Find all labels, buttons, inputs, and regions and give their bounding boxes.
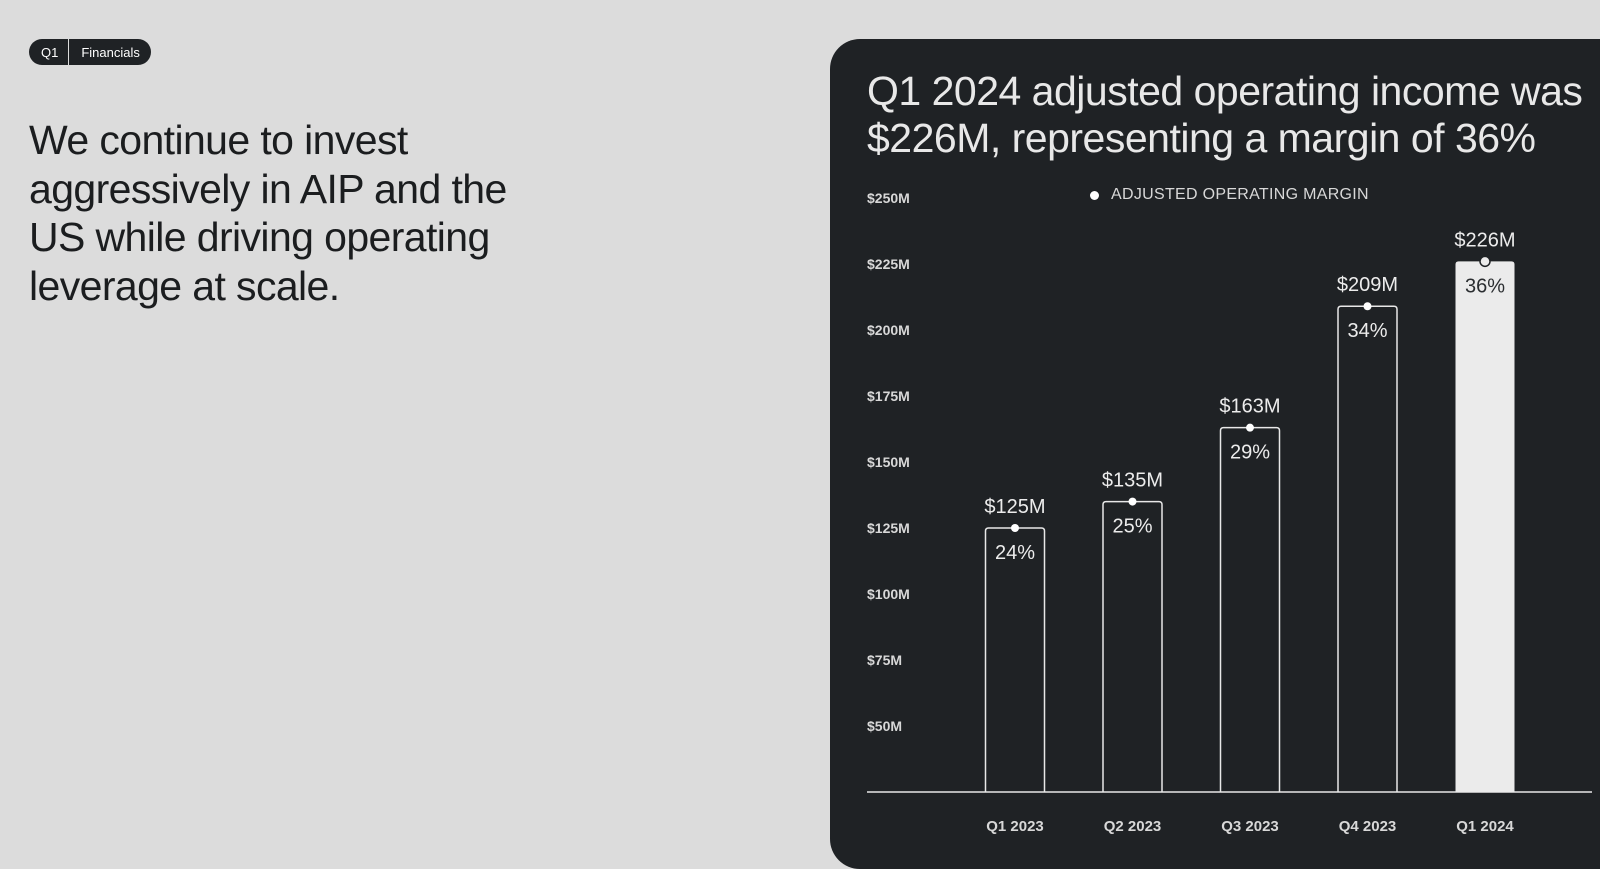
chart-legend: ADJUSTED OPERATING MARGIN <box>1090 185 1369 205</box>
tag-quarter: Q1 <box>29 39 70 65</box>
section-tag: Q1 Financials <box>29 39 151 65</box>
y-tick-label: $200M <box>867 322 910 338</box>
bar <box>1219 426 1281 792</box>
x-tick-label: Q2 2023 <box>1104 818 1162 835</box>
margin-marker-icon <box>1479 255 1491 268</box>
bar-value-label: $209M <box>1337 274 1398 296</box>
y-tick-label: $250M <box>867 190 910 206</box>
x-tick-label: Q3 2023 <box>1221 818 1279 835</box>
y-tick-label: $100M <box>867 586 910 602</box>
x-tick-label: Q1 2023 <box>986 818 1044 835</box>
legend-label: ADJUSTED OPERATING MARGIN <box>1111 186 1369 203</box>
bar-value-label: $125M <box>984 496 1045 518</box>
margin-label: 34% <box>1347 320 1387 342</box>
bar-chart: $50M $75M $100M $125M $150M $175M $200M $225M $2… <box>867 190 1592 835</box>
x-tick-label: Q1 2024 <box>1456 818 1514 835</box>
margin-label: 24% <box>995 542 1035 564</box>
y-tick-label: $50M <box>867 718 902 734</box>
bar-value-label: $226M <box>1454 229 1515 251</box>
y-tick-label: $225M <box>867 256 910 272</box>
margin-marker-icon <box>1128 497 1137 506</box>
bar <box>984 527 1046 792</box>
bar-value-label: $135M <box>1102 470 1163 492</box>
margin-label: 36% <box>1465 275 1505 297</box>
margin-marker-icon <box>1363 302 1372 311</box>
bar <box>1337 305 1398 792</box>
headline: We continue to invest aggressively in AI… <box>29 117 507 309</box>
margin-marker-icon <box>1246 423 1254 432</box>
bar <box>1102 500 1163 792</box>
bar <box>1455 261 1515 792</box>
y-tick-label: $150M <box>867 454 910 470</box>
y-tick-label: $75M <box>867 652 902 668</box>
bar-value-label: $163M <box>1219 396 1280 418</box>
margin-marker-icon <box>1011 524 1019 532</box>
y-tick-label: $125M <box>867 520 910 536</box>
margin-label: 25% <box>1112 516 1152 538</box>
x-tick-label: Q4 2023 <box>1339 818 1397 835</box>
tag-section: Financials <box>81 44 140 60</box>
chart-title: Q1 2024 adjusted operating income was $2… <box>867 68 1583 161</box>
margin-label: 29% <box>1230 442 1270 464</box>
legend-dot-icon <box>1090 190 1099 200</box>
y-tick-label: $175M <box>867 388 910 404</box>
